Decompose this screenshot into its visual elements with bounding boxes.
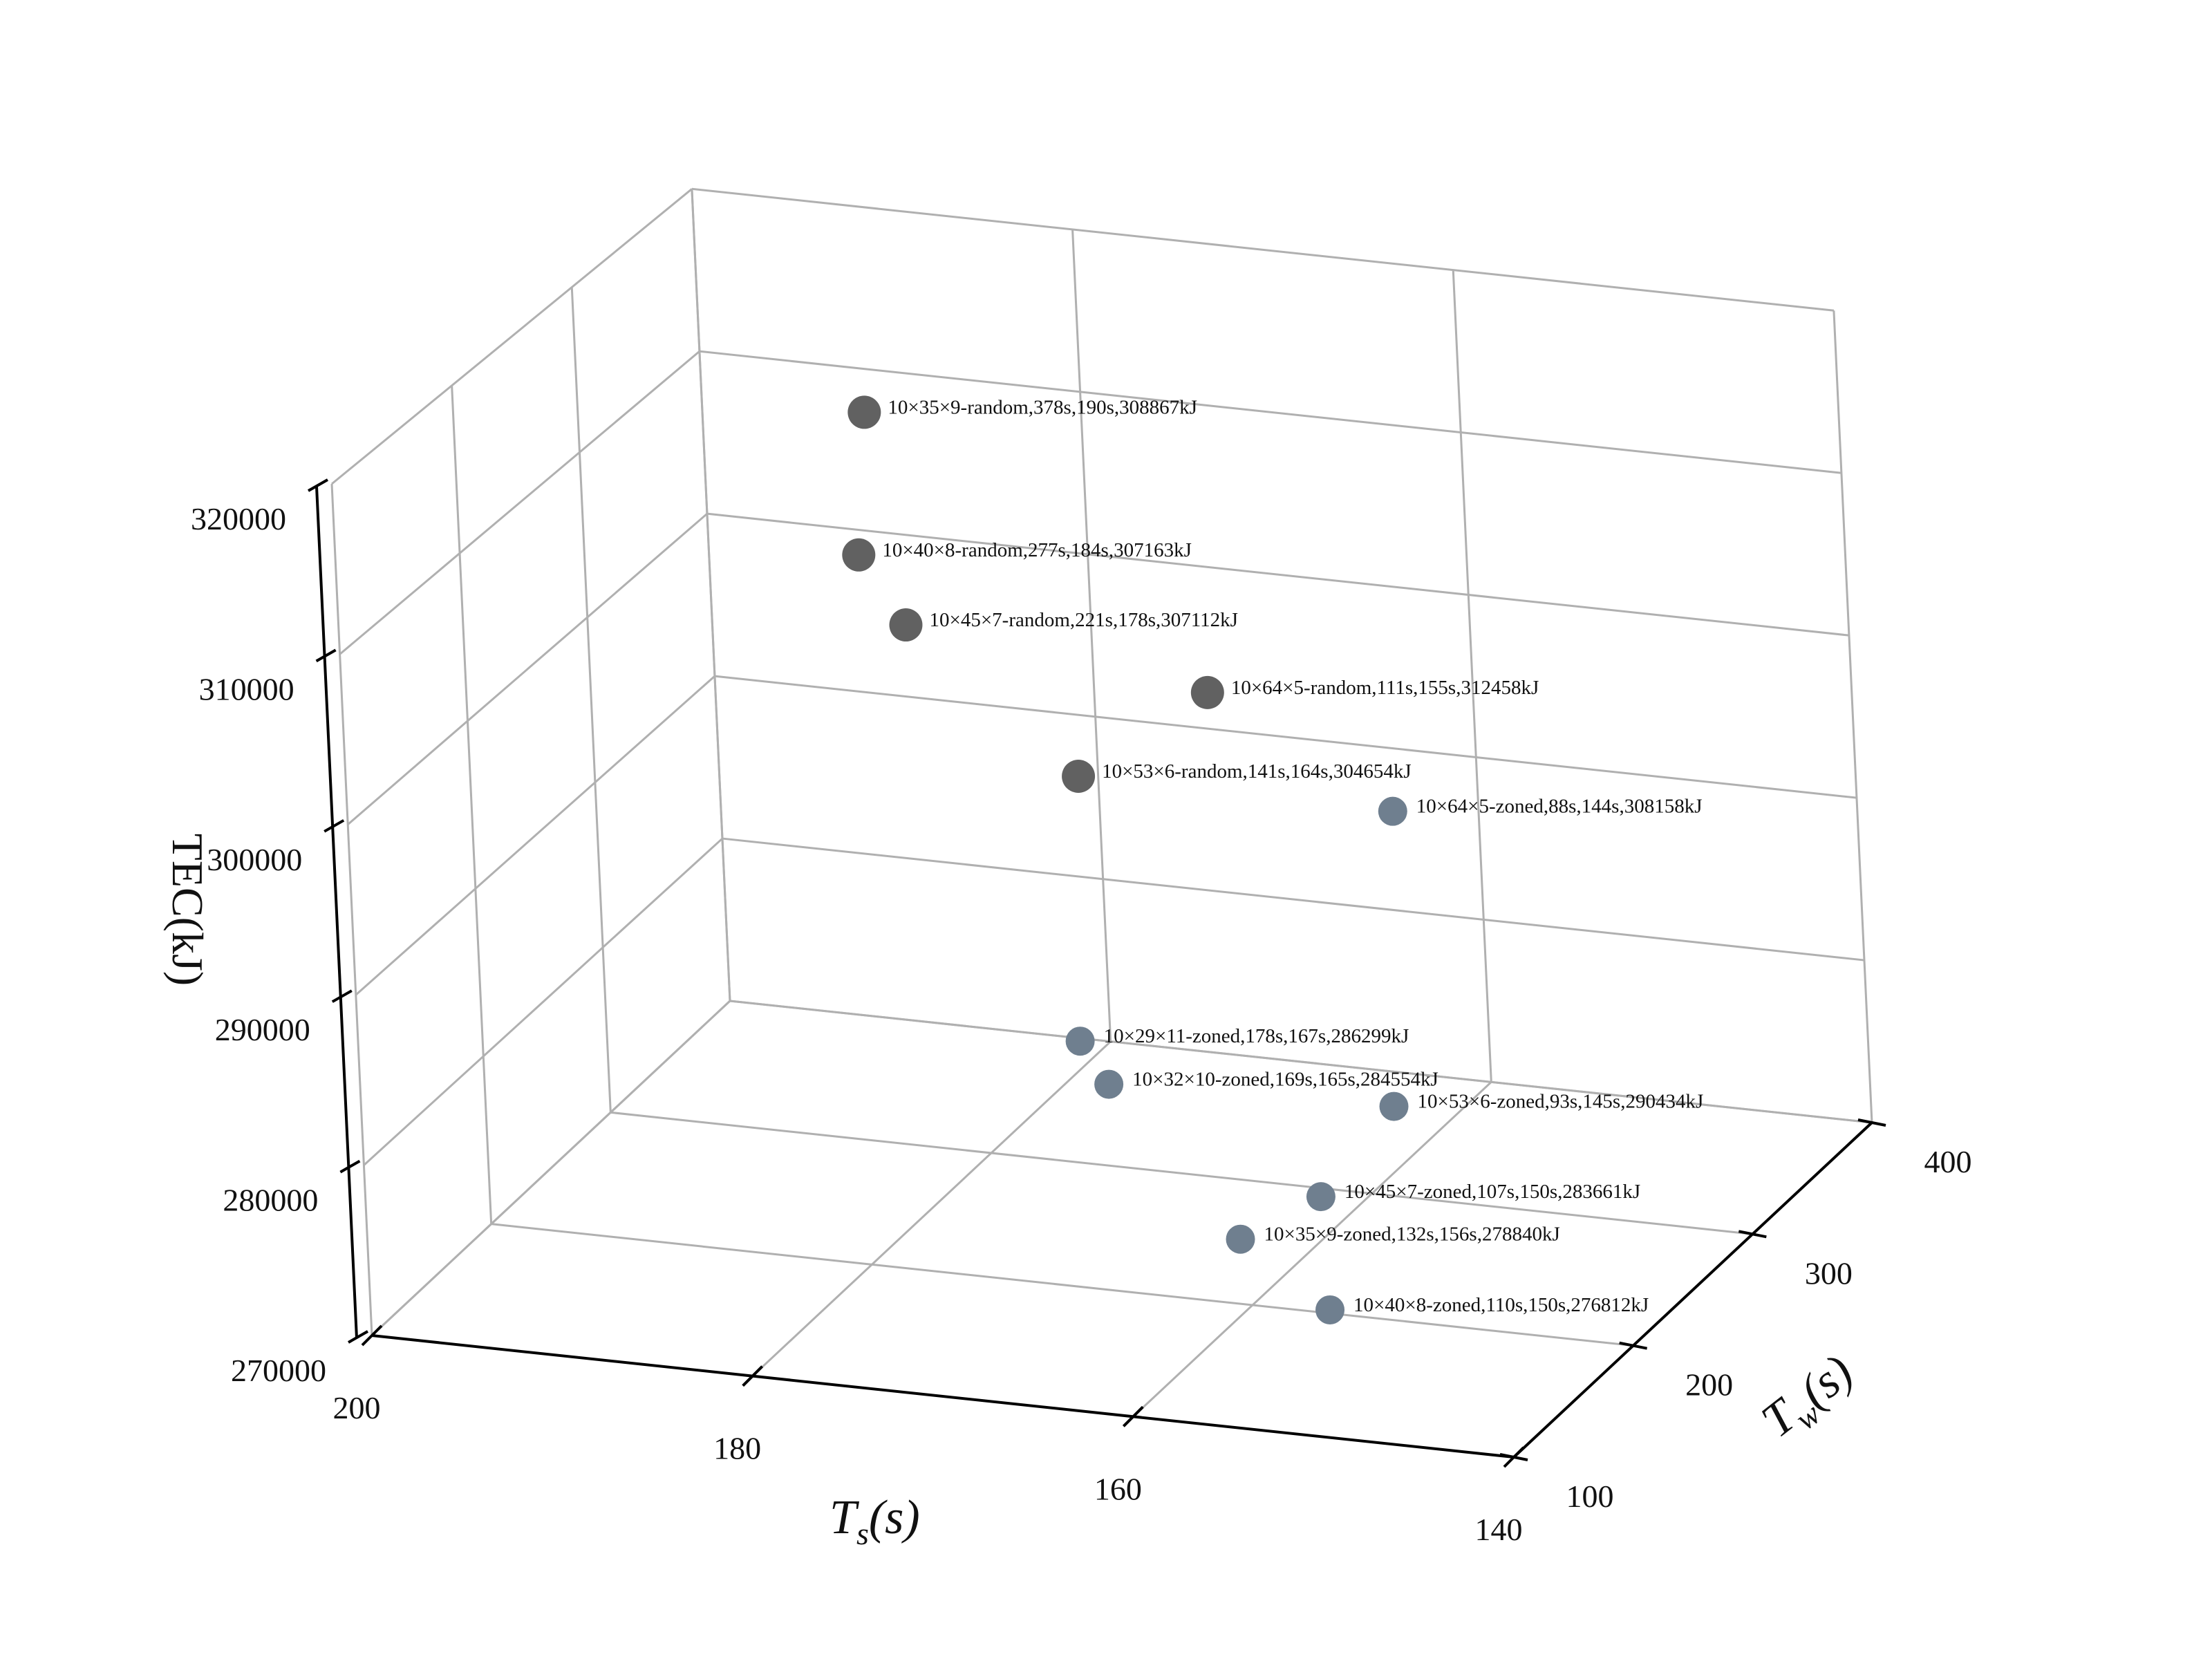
tec-tick-label: 280000 [223,1183,318,1218]
ts-tick-label: 160 [1094,1471,1142,1506]
data-label: 10×53×6-zoned,93s,145s,290434kJ [1418,1091,1704,1113]
data-point-random [842,538,876,572]
gridline-floor-ts [751,1040,1112,1377]
gridline-side-diagonal [339,350,700,655]
data-label: 10×29×11-zoned,178s,167s,286299kJ [1104,1025,1409,1047]
tick-labels: 200 180 160 140 100 200 300 400 270000 280000 2900… [191,501,1972,1547]
tec-tick-label: 300000 [207,842,302,877]
ts-axis-title: Ts(s) [830,1491,920,1551]
gridline-back-vertical [1833,310,1873,1123]
gridline-floor-tw [610,1111,1753,1235]
tw-tick [1857,1118,1886,1127]
gridline-back-horizontal [691,187,1835,312]
data-labels: 10×35×9-random,378s,190s,308867kJ 10×40×8… [882,396,1703,1316]
tw-tick-label: 400 [1924,1144,1972,1179]
tw-axis-line [1512,1121,1873,1459]
tec-tick-label: 320000 [191,501,286,536]
gridline-side-vertical [691,189,731,1002]
tec-tick [339,1159,361,1174]
gridlines [330,187,1873,1459]
tec-tick [308,478,328,492]
tec-tick [324,819,345,833]
data-label: 10×45×7-random,221s,178s,307112kJ [929,609,1237,631]
data-points [842,395,1409,1324]
ts-tick-label: 200 [333,1390,381,1425]
tw-tick [1619,1341,1648,1350]
ts-tick [1122,1405,1144,1427]
data-label: 10×45×7-zoned,107s,150s,283661kJ [1344,1181,1640,1203]
tw-tick-label: 100 [1566,1479,1614,1514]
gridline-side-vertical [451,385,493,1224]
data-point-zoned [1226,1224,1255,1254]
data-point-zoned [1378,796,1407,826]
gridline-side-diagonal [347,513,708,825]
gridline-back-horizontal [714,675,1857,799]
gridline-floor-ts [371,1000,731,1337]
axes [308,478,1886,1468]
gridline-side-diagonal [355,675,715,996]
data-label: 10×64×5-zoned,88s,144s,308158kJ [1416,796,1703,818]
gridline-back-vertical [1071,229,1112,1042]
tec-tick-label: 310000 [199,671,294,706]
data-point-zoned [1094,1069,1124,1099]
tw-tick [1738,1230,1767,1239]
ts-tick-label: 140 [1475,1512,1523,1547]
tec-tick [348,1330,368,1344]
gridline-back-vertical [1452,270,1492,1082]
data-label: 10×35×9-zoned,132s,156s,278840kJ [1264,1224,1560,1246]
gridline-floor-tw [729,1000,1873,1124]
gridline-side-diagonal [363,837,723,1166]
tec-tick [315,648,337,663]
ts-tick-label: 180 [713,1431,761,1466]
tec-tick-label: 270000 [231,1353,326,1388]
data-point-zoned [1379,1091,1409,1121]
tw-tick-label: 200 [1685,1367,1733,1403]
data-point-random [1062,760,1096,794]
gridline-floor-ts [1132,1081,1492,1418]
data-label: 10×40×8-random,277s,184s,307163kJ [882,539,1192,561]
tec-axis-line [315,486,358,1339]
data-label: 10×64×5-random,111s,155s,312458kJ [1231,677,1539,699]
tw-tick-label: 300 [1805,1255,1853,1291]
ts-tick [742,1365,764,1387]
data-point-random [1190,675,1224,709]
gridline-side-vertical [570,287,612,1113]
data-point-zoned [1315,1295,1345,1324]
tw-axis-title: Tw(s) [1752,1345,1867,1454]
data-point-random [889,608,923,642]
data-label: 10×35×9-random,378s,190s,308867kJ [888,396,1197,418]
gridline-side-vertical [330,483,373,1336]
gridline-floor-tw [491,1223,1633,1347]
data-point-zoned [1306,1182,1335,1212]
gridline-back-horizontal [699,350,1842,474]
gridline-back-horizontal [706,512,1850,637]
ts-tick [361,1324,383,1347]
data-label: 10×53×6-random,141s,164s,304654kJ [1102,760,1412,782]
data-point-zoned [1065,1027,1095,1056]
data-label: 10×40×8-zoned,110s,150s,276812kJ [1353,1294,1649,1316]
gridline-back-horizontal [722,837,1865,962]
data-point-random [847,395,881,429]
tw-tick [1499,1453,1528,1461]
tec-tick [331,989,353,1003]
tec-axis-title: TEC(kJ) [163,834,212,986]
data-label: 10×32×10-zoned,169s,165s,284554kJ [1132,1069,1438,1091]
ts-axis-line [371,1334,1515,1459]
tec-tick-label: 290000 [215,1012,310,1047]
gridline-side-diagonal [331,188,693,485]
